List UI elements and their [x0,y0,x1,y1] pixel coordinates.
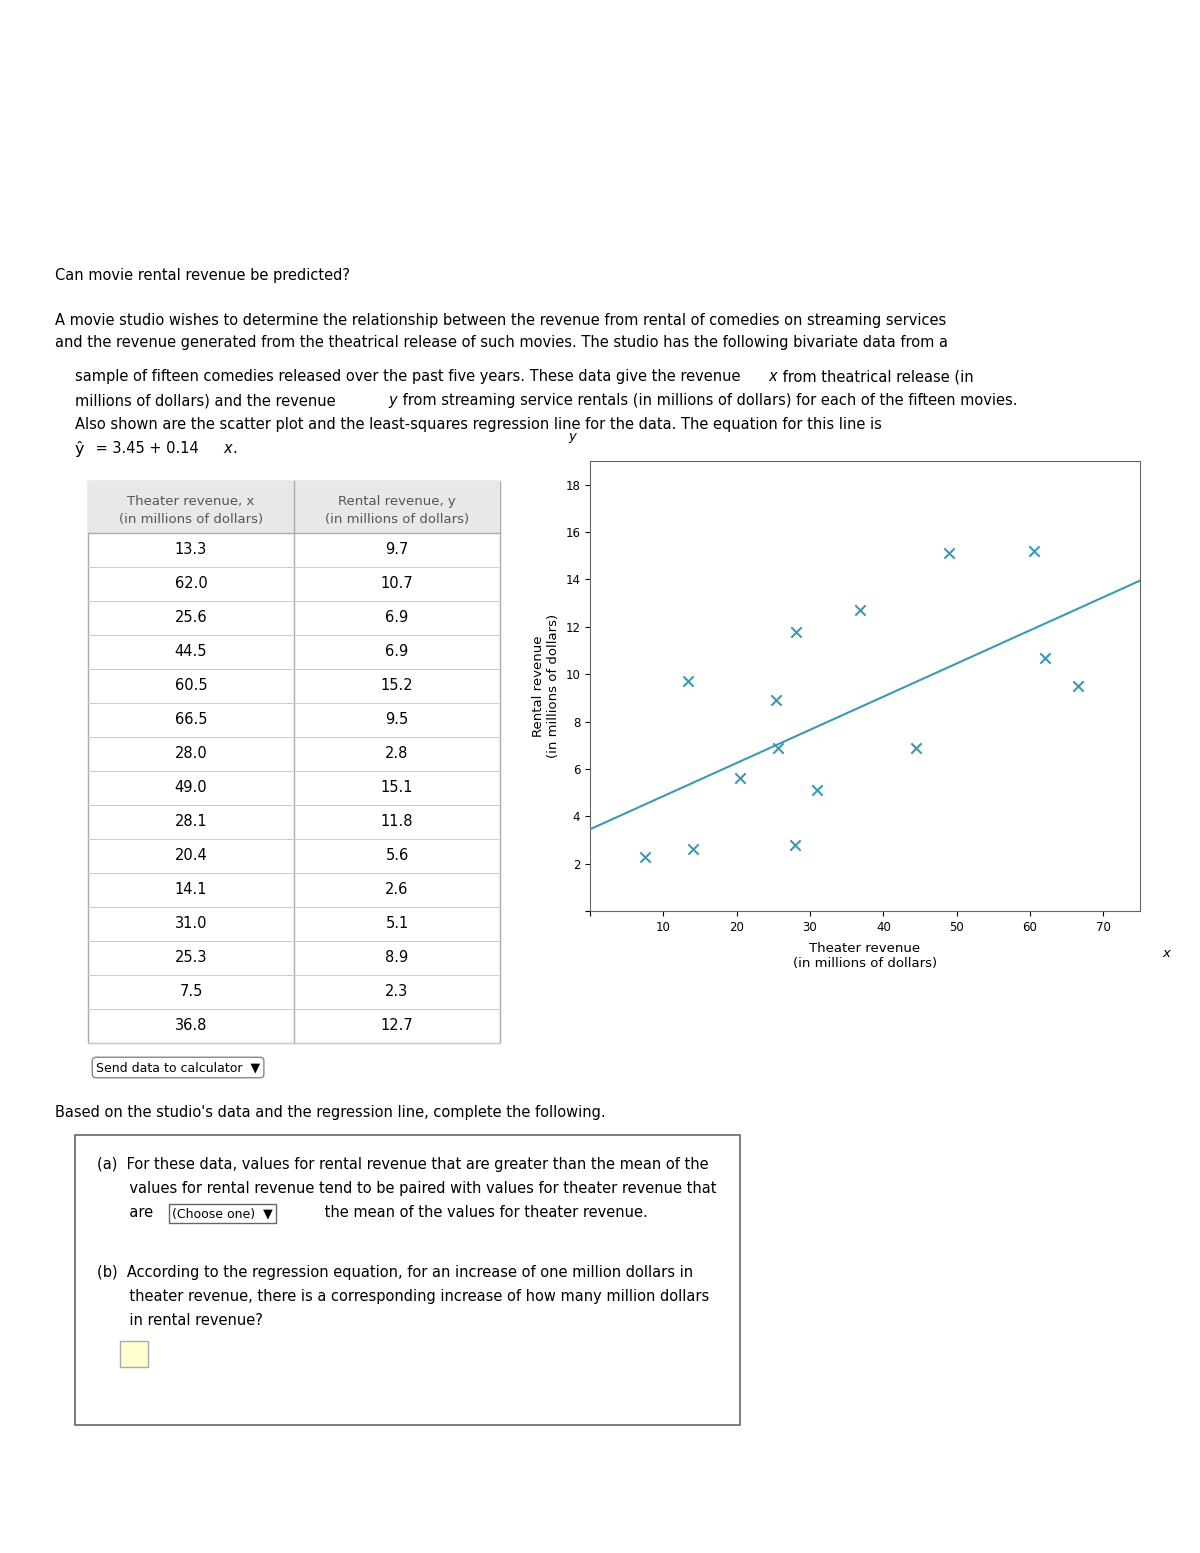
Text: sample of fifteen comedies released over the past five years. These data give th: sample of fifteen comedies released over… [74,370,745,384]
Text: 5.1: 5.1 [385,916,409,932]
Bar [74,1135,740,1426]
Text: 8.9: 8.9 [385,950,409,966]
Text: 6.9: 6.9 [385,610,409,626]
Text: 25.3: 25.3 [175,950,208,966]
Text: 15.1: 15.1 [380,781,413,795]
Text: in rental revenue?: in rental revenue? [97,1312,263,1328]
Text: 44.5: 44.5 [175,644,208,660]
Point [786,620,805,644]
Text: 9.5: 9.5 [385,713,409,727]
Y-axis label: Rental revenue
(in millions of dollars): Rental revenue (in millions of dollars) [532,613,559,758]
Text: (Choose one)  ▼: (Choose one) ▼ [172,1207,272,1221]
Text: 66.5: 66.5 [175,713,208,727]
Text: 60.5: 60.5 [175,679,208,694]
X-axis label: Theater revenue
(in millions of dollars): Theater revenue (in millions of dollars) [793,943,937,971]
Text: 2.8: 2.8 [385,747,409,761]
Text: the mean of the values for theater revenue.: the mean of the values for theater reven… [320,1205,648,1221]
Text: 31.0: 31.0 [175,916,208,932]
Text: from streaming service rentals (in millions of dollars) for each of the fifteen : from streaming service rentals (in milli… [398,393,1018,408]
Text: 12.7: 12.7 [380,1019,413,1033]
Text: 15.2: 15.2 [380,679,413,694]
Text: theater revenue, there is a corresponding increase of how many million dollars: theater revenue, there is a correspondin… [97,1289,709,1305]
Text: x: x [768,370,776,384]
Text: 20.4: 20.4 [175,848,208,863]
Point [907,735,926,759]
Text: 2.6: 2.6 [385,882,409,898]
Point [730,766,749,790]
Text: 36.8: 36.8 [175,1019,208,1033]
Text: from theatrical release (in: from theatrical release (in [778,370,973,384]
Point [768,735,787,759]
Bar [88,481,500,1044]
Text: 28.0: 28.0 [175,747,208,761]
Text: 7.5: 7.5 [179,985,203,1000]
Text: 5.6: 5.6 [385,848,409,863]
Text: 9.7: 9.7 [385,542,409,558]
Text: Theater revenue, x: Theater revenue, x [127,495,254,508]
Point [940,540,959,565]
Text: = 3.45 + 0.14: = 3.45 + 0.14 [91,441,199,457]
Text: 13.3: 13.3 [175,542,208,558]
Text: Can movie rental revenue be predicted?: Can movie rental revenue be predicted? [55,269,350,283]
Text: (a)  For these data, values for rental revenue that are greater than the mean of: (a) For these data, values for rental re… [97,1157,709,1173]
Text: values for rental revenue tend to be paired with values for theater revenue that: values for rental revenue tend to be pai… [97,1180,716,1196]
Point [684,837,703,862]
Text: 62.0: 62.0 [175,576,208,592]
Text: millions of dollars) and the revenue: millions of dollars) and the revenue [74,393,341,408]
Text: (in millions of dollars): (in millions of dollars) [119,512,263,526]
Text: 10.7: 10.7 [380,576,413,592]
Text: y: y [388,393,397,408]
Point [851,598,870,623]
Point [1036,644,1055,669]
Text: 25.6: 25.6 [175,610,208,626]
Bar [120,1340,148,1367]
Text: 2.3: 2.3 [385,985,409,1000]
Point [636,845,655,870]
Text: .: . [232,441,236,457]
Text: Based on the studio's data and the regression line, complete the following.: Based on the studio's data and the regre… [55,1106,606,1120]
Point [1024,539,1043,564]
Text: and the revenue generated from the theatrical release of such movies. The studio: and the revenue generated from the theat… [55,335,948,349]
Bar [88,481,500,533]
Text: Rental revenue, y: Rental revenue, y [338,495,456,508]
Point [808,778,827,803]
Text: 14.1: 14.1 [175,882,208,898]
Text: x: x [1162,947,1170,960]
Point [766,688,785,713]
Text: 49.0: 49.0 [175,781,208,795]
Text: Also shown are the scatter plot and the least-squares regression line for the da: Also shown are the scatter plot and the … [74,418,882,432]
Text: A movie studio wishes to determine the relationship between the revenue from ren: A movie studio wishes to determine the r… [55,314,947,328]
Point [1068,674,1087,699]
Point [786,832,805,857]
Text: x: x [223,441,232,457]
Text: are: are [97,1205,157,1221]
Text: y: y [568,430,576,443]
Text: 11.8: 11.8 [380,814,413,829]
Text: ŷ: ŷ [74,441,84,457]
Text: (in millions of dollars): (in millions of dollars) [325,512,469,526]
Text: Send data to calculator  ▼: Send data to calculator ▼ [96,1061,260,1075]
Text: (b)  According to the regression equation, for an increase of one million dollar: (b) According to the regression equation… [97,1266,694,1280]
Point [678,669,697,694]
Text: 28.1: 28.1 [175,814,208,829]
Text: 6.9: 6.9 [385,644,409,660]
